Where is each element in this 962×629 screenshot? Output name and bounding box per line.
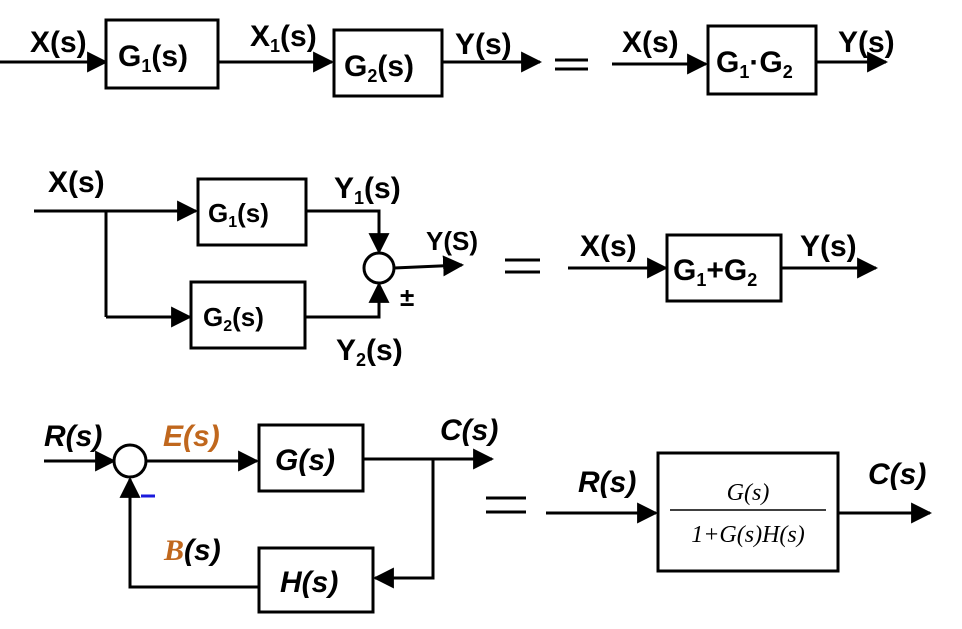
parallel-summing-junction	[362, 251, 396, 285]
feedback-diagram: R(s) E(s) G(s) C(s) H(s) B(s) R(s) G(s) …	[44, 414, 933, 614]
parallel-y2-label: Y2(s)	[336, 334, 403, 370]
parallel-output-arrow	[393, 255, 465, 277]
feedback-return-path	[119, 476, 259, 589]
feedback-eq-numerator: G(s)	[727, 480, 770, 506]
parallel-g1-block	[196, 177, 308, 247]
series-output-label: Y(s)	[455, 28, 512, 61]
parallel-y2-path	[305, 281, 390, 319]
series-eq-output-label: Y(s)	[838, 26, 895, 59]
feedback-output-label: C(s)	[440, 414, 498, 447]
parallel-eq-block	[665, 233, 783, 303]
feedback-g-label: G(s)	[275, 444, 335, 477]
feedback-summing-junction	[112, 443, 148, 479]
series-g2-label: G2(s)	[344, 50, 414, 86]
feedback-b-label: B(s)	[163, 534, 221, 567]
parallel-g2-block	[189, 280, 307, 350]
parallel-eq-block-label: G1+G2	[673, 254, 757, 290]
series-eq-block	[706, 24, 818, 96]
parallel-diagram: X(s) G1(s) G2(s) Y1(s) Y2(s) Y(S) ± X(s)…	[34, 166, 879, 370]
series-mid-label: X1(s)	[250, 20, 317, 56]
feedback-eq-output-label: C(s)	[868, 458, 926, 491]
parallel-y1-label: Y1(s)	[334, 172, 401, 208]
series-eq-block-label: G1·G2	[716, 46, 793, 82]
parallel-g2-label: G2(s)	[203, 302, 264, 335]
parallel-output-label: Y(S)	[426, 226, 478, 256]
feedback-error-label: E(s)	[163, 420, 220, 453]
parallel-input-label: X(s)	[48, 166, 105, 199]
parallel-eq-input-label: X(s)	[580, 230, 637, 263]
parallel-sign-label: ±	[400, 282, 414, 312]
feedback-eq-denominator: 1+G(s)H(s)	[691, 522, 805, 548]
series-g1-label: G1(s)	[118, 40, 188, 76]
feedback-h-label: H(s)	[280, 566, 338, 599]
feedback-h-block	[257, 546, 375, 614]
series-g1-block	[104, 18, 220, 90]
feedback-input-label: R(s)	[44, 420, 102, 453]
feedback-pickoff-path	[372, 459, 435, 589]
series-eq-input-label: X(s)	[622, 26, 679, 59]
feedback-eq-input-label: R(s)	[578, 466, 636, 499]
series-diagram: X(s) G1(s) X1(s) G2(s) Y(s) X(s) G1·G2 Y…	[0, 18, 895, 98]
parallel-eq-output-label: Y(s)	[800, 230, 857, 263]
feedback-g-block	[257, 423, 365, 493]
parallel-y1-path	[306, 209, 390, 255]
parallel-g1-label: G1(s)	[208, 198, 269, 231]
series-input-label: X(s)	[30, 26, 87, 59]
feedback-eq-block	[656, 451, 840, 573]
